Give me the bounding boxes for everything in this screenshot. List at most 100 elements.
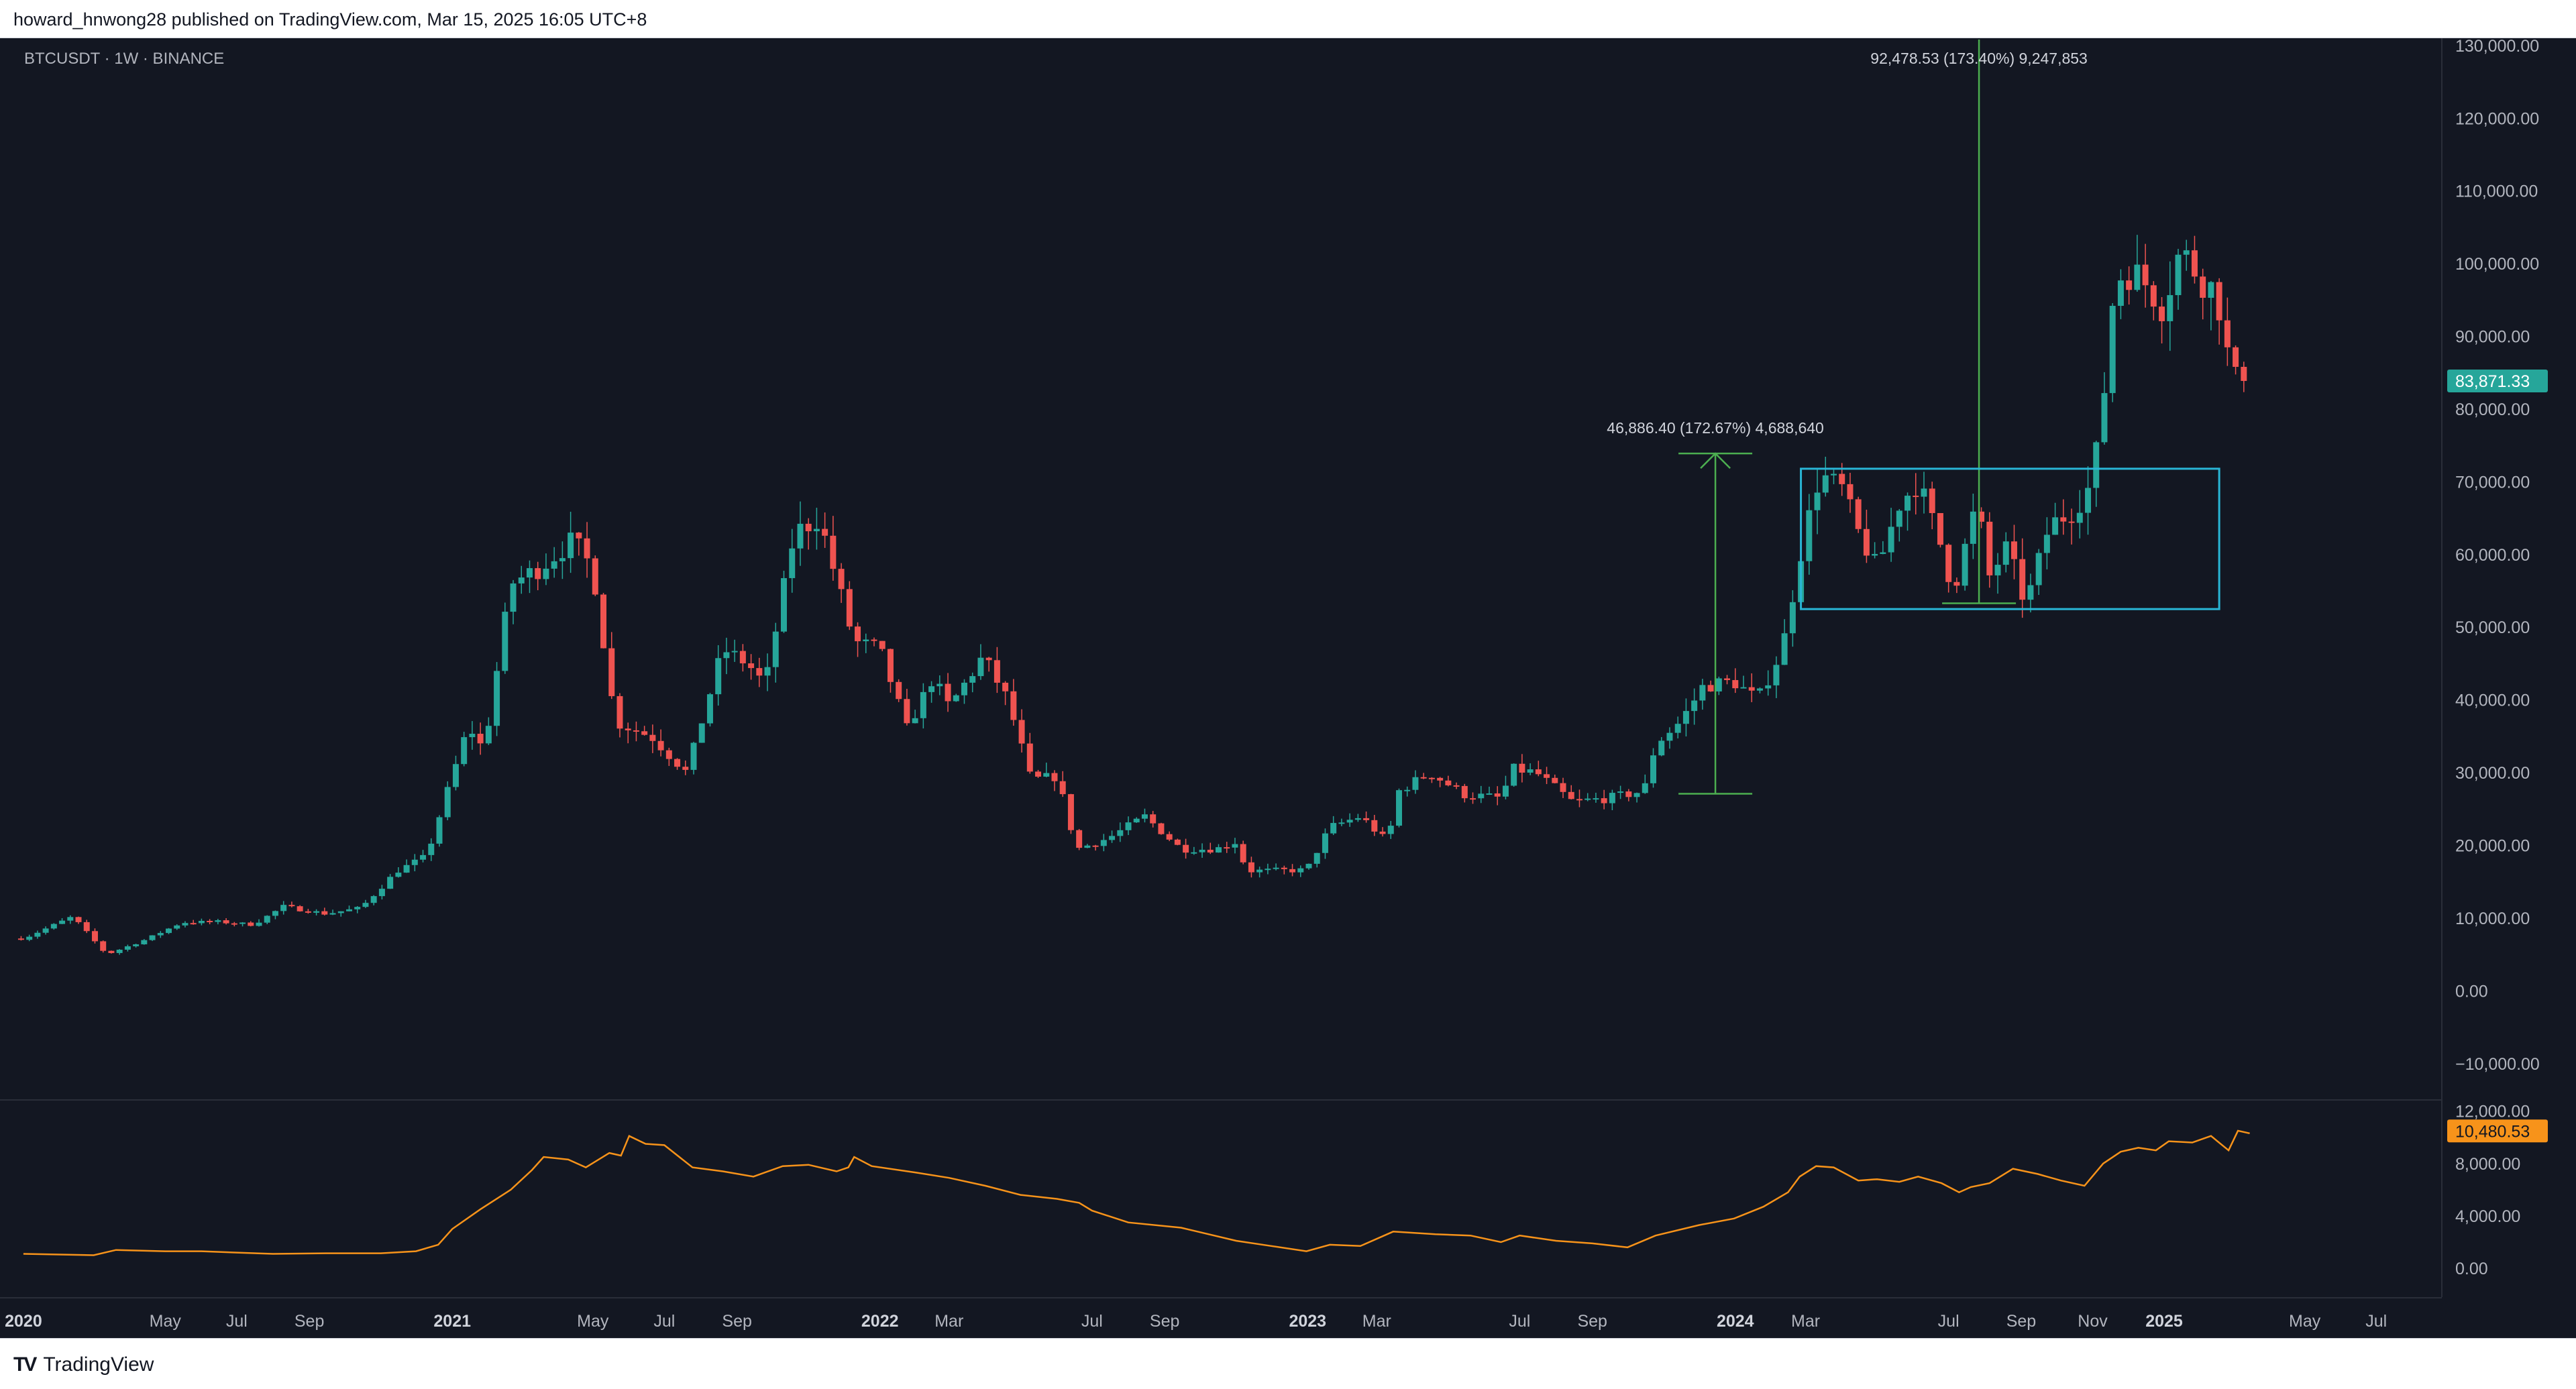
candle-down xyxy=(879,641,885,649)
candle-down xyxy=(1576,799,1582,801)
candle-up xyxy=(1133,818,1140,823)
candle-up xyxy=(1699,685,1706,701)
candle-down xyxy=(1552,777,1558,783)
candle-up xyxy=(1658,740,1665,756)
candle-down xyxy=(1092,845,1099,847)
candle-down xyxy=(682,767,689,770)
candle-down xyxy=(1281,867,1287,869)
tradingview-logo-icon: TV xyxy=(13,1353,37,1376)
candle-down xyxy=(846,589,853,627)
candle-up xyxy=(1970,511,1976,544)
candle-up xyxy=(1511,763,1517,786)
price-tick-label: 10,000.00 xyxy=(2455,909,2530,928)
candle-down xyxy=(1724,678,1731,680)
candle-up xyxy=(781,577,788,632)
candle-down xyxy=(887,649,894,682)
candle-up xyxy=(2076,512,2083,523)
candle-down xyxy=(1076,830,1083,848)
candle-up xyxy=(2175,254,2182,296)
candle-down xyxy=(1470,798,1477,800)
candle-up xyxy=(1814,492,1821,510)
candle-up xyxy=(26,936,33,940)
logo-text: TradingView xyxy=(43,1353,154,1376)
price-tick-label: 100,000.00 xyxy=(2455,255,2539,274)
candle-up xyxy=(2027,585,2034,600)
candle-down xyxy=(1026,743,1033,772)
candle-down xyxy=(190,923,197,925)
time-tick-label: Mar xyxy=(934,1312,963,1331)
candle-up xyxy=(1478,793,1485,799)
time-tick-label: Jul xyxy=(1509,1312,1530,1331)
candle-up xyxy=(2085,488,2092,513)
candle-down xyxy=(75,917,82,922)
candle-up xyxy=(1338,822,1345,824)
time-tick-label: May xyxy=(150,1312,182,1331)
candle-down xyxy=(665,750,672,759)
candle-up xyxy=(1387,826,1394,834)
candle-up xyxy=(1756,688,1763,691)
candle-down xyxy=(1248,862,1254,873)
tradingview-logo[interactable]: TV TradingView xyxy=(13,1353,154,1376)
candle-down xyxy=(633,730,639,732)
candle-up xyxy=(1412,777,1419,790)
candle-up xyxy=(34,932,41,937)
chart-canvas[interactable]: 46,886.40 (172.67%) 4,688,640 92,478.53 (… xyxy=(0,37,2576,1338)
candle-down xyxy=(896,681,902,700)
indicator-value-badge xyxy=(2447,1119,2548,1143)
candle-down xyxy=(1847,484,1854,500)
chart-area[interactable]: 46,886.40 (172.67%) 4,688,640 92,478.53 (… xyxy=(0,37,2576,1338)
candle-down xyxy=(535,568,541,579)
candle-up xyxy=(141,940,148,944)
candle-up xyxy=(280,905,287,911)
candle-up xyxy=(1527,769,1534,773)
candle-up xyxy=(698,723,705,743)
candle-down xyxy=(1625,791,1632,797)
candle-down xyxy=(1937,512,1943,545)
candle-down xyxy=(985,657,992,661)
candle-up xyxy=(1191,852,1197,854)
candle-down xyxy=(2060,517,2067,522)
candle-up xyxy=(731,651,738,653)
price-tick-label: 0.00 xyxy=(2455,982,2488,1001)
candle-down xyxy=(2068,521,2075,523)
time-tick-label: Sep xyxy=(722,1312,751,1331)
candle-up xyxy=(1216,847,1222,853)
candle-up xyxy=(2167,295,2174,321)
candle-up xyxy=(124,946,131,950)
candle-down xyxy=(1379,831,1386,834)
candle-up xyxy=(469,734,476,738)
candle-down xyxy=(1437,777,1444,781)
candle-down xyxy=(1461,785,1468,799)
candle-up xyxy=(198,920,205,924)
candle-down xyxy=(2126,280,2133,290)
candle-down xyxy=(674,759,681,767)
indicator-axis: 0.00 4,000.00 8,000.00 12,000.00 xyxy=(2455,1103,2530,1278)
footer-bar: TV TradingView xyxy=(0,1338,2576,1389)
candle-up xyxy=(50,924,57,929)
candle-down xyxy=(994,660,1000,683)
candle-up xyxy=(813,529,820,532)
candle-up xyxy=(961,682,967,696)
time-tick-label: 2025 xyxy=(2145,1312,2183,1331)
candle-down xyxy=(641,731,648,735)
candle-up xyxy=(2093,442,2100,488)
candle-up xyxy=(1921,488,1927,497)
price-tick-label: 110,000.00 xyxy=(2455,182,2538,201)
candle-down xyxy=(592,558,598,595)
candle-up xyxy=(510,583,517,612)
candle-up xyxy=(1322,833,1328,853)
candle-up xyxy=(2117,280,2124,307)
candle-up xyxy=(1633,793,1640,797)
candle-down xyxy=(297,906,303,911)
candle-up xyxy=(2109,306,2116,394)
candle-up xyxy=(706,694,713,724)
candle-up xyxy=(1346,820,1353,823)
chart-background xyxy=(0,38,2576,1338)
candle-up xyxy=(1273,867,1279,869)
candle-up xyxy=(133,944,140,946)
candle-up xyxy=(166,928,172,934)
candle-up xyxy=(559,558,566,561)
publish-header: howard_hnwong28 published on TradingView… xyxy=(0,0,2576,38)
candle-up xyxy=(526,568,533,578)
time-tick-label: May xyxy=(577,1312,609,1331)
